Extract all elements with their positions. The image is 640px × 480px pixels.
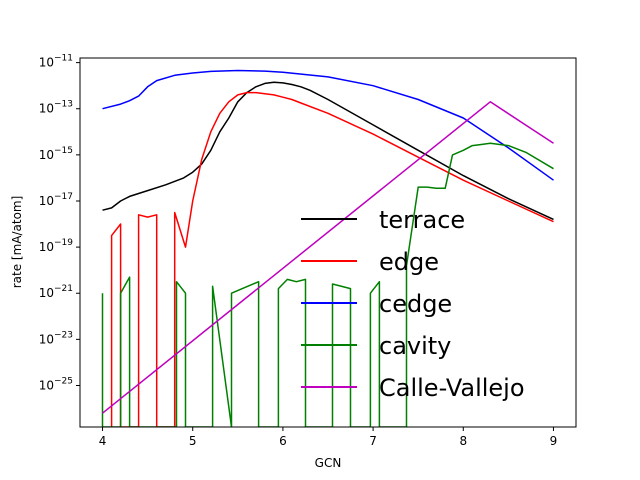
series-line-cedge	[102, 69, 554, 181]
legend-label: Calle-Vallejo	[379, 374, 525, 402]
y-tick-label: 10−21	[39, 284, 73, 300]
y-tick-label: 10−19	[39, 238, 74, 254]
legend-label: terrace	[379, 206, 465, 234]
y-tick-label: 10−23	[39, 330, 73, 346]
legend-label: cedge	[379, 290, 452, 318]
x-tick-label: 8	[459, 434, 467, 448]
x-axis: 4 5 6 7 8 9	[99, 427, 558, 448]
series-line-calle-vallejo	[102, 101, 554, 414]
x-axis-label: GCN	[315, 456, 342, 470]
legend: terrace edge cedge cavity Calle-Vallejo	[301, 206, 525, 402]
series-line-edge	[110, 91, 554, 427]
x-tick-label: 5	[189, 434, 197, 448]
series-layer	[101, 69, 554, 427]
x-tick-label: 6	[279, 434, 287, 448]
series-line-terrace	[102, 81, 554, 221]
y-tick-label: 10−25	[39, 376, 73, 392]
y-tick-label: 10−11	[39, 54, 73, 70]
plot-frame	[79, 57, 577, 428]
legend-label: cavity	[379, 332, 451, 360]
y-axis: 10−11 10−13 10−15 10−17 10−19 10−21 10−23 10−25	[39, 54, 80, 392]
x-tick-label: 7	[369, 434, 377, 448]
x-tick-label: 4	[99, 434, 107, 448]
x-tick-label: 9	[550, 434, 558, 448]
legend-label: edge	[379, 248, 439, 276]
y-tick-label: 10−17	[39, 192, 73, 208]
y-tick-label: 10−15	[39, 146, 73, 162]
y-tick-label: 10−13	[39, 100, 73, 116]
y-axis-label: rate [mA/atom]	[10, 196, 24, 289]
series-line-cavity	[101, 142, 554, 427]
